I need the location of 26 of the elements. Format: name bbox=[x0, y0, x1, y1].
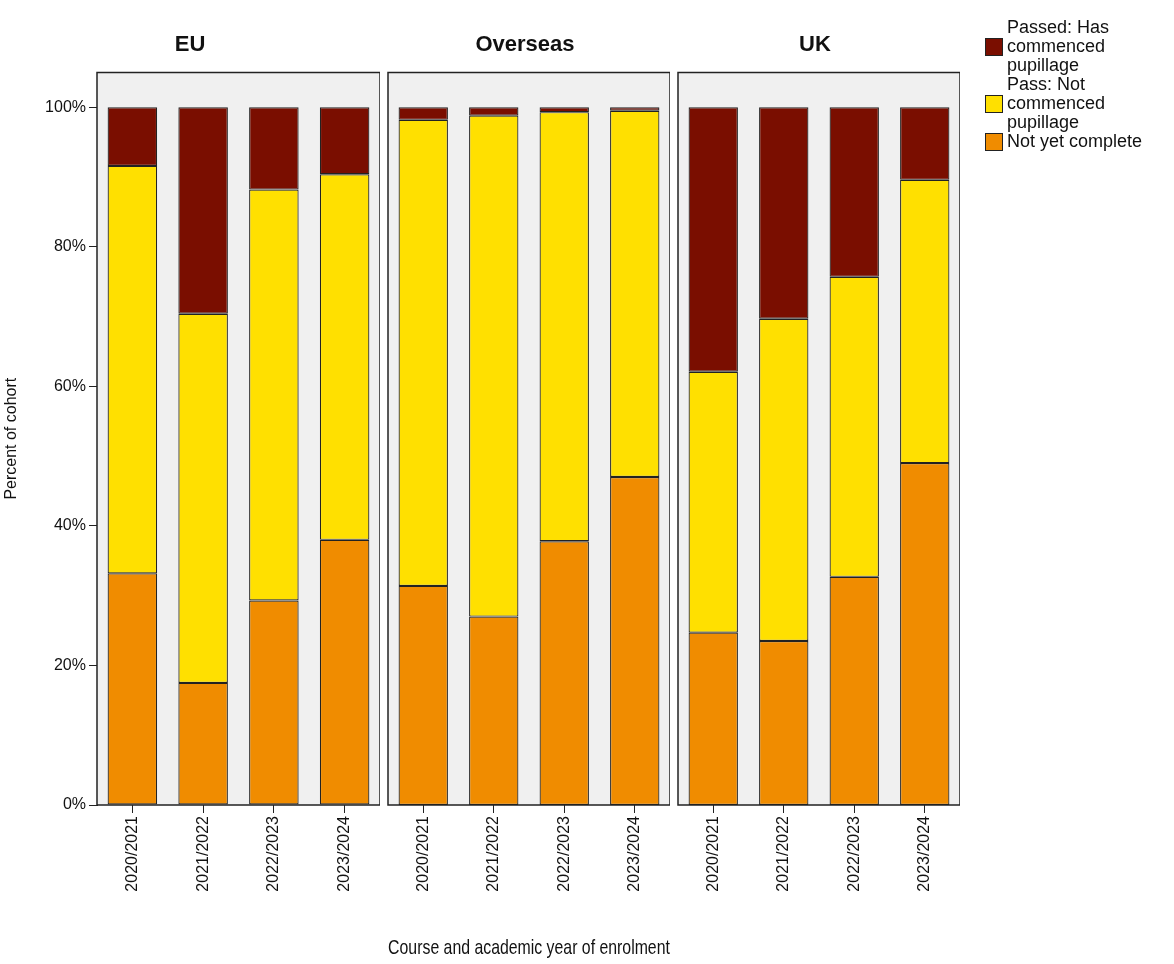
x-tick-label: 2023/2024 bbox=[335, 815, 353, 892]
x-axis-title: Course and academic year of enrolment bbox=[388, 935, 670, 958]
x-tick-label: 2023/2024 bbox=[915, 815, 933, 892]
x-tick-label: 2022/2023 bbox=[554, 815, 572, 892]
x-tick-label: 2020/2021 bbox=[413, 815, 431, 892]
legend-label: Passed: Has commenced pupillage bbox=[1007, 17, 1111, 75]
y-axis-title: Percent of cohort bbox=[2, 377, 20, 500]
x-tick-label: 2021/2022 bbox=[193, 815, 211, 892]
chart-title: UK bbox=[799, 31, 831, 57]
x-tick-label: 2021/2022 bbox=[774, 815, 792, 892]
legend-label: Not yet complete bbox=[1007, 131, 1143, 151]
x-tick-label: 2021/2022 bbox=[484, 815, 502, 892]
y-tick-label: 80% bbox=[53, 237, 86, 255]
x-tick-label: 2020/2021 bbox=[122, 815, 140, 892]
y-tick-label: 0% bbox=[62, 795, 86, 813]
y-tick-label: 60% bbox=[53, 376, 86, 394]
y-tick-label: 20% bbox=[53, 655, 86, 673]
y-tick-label: 100% bbox=[45, 97, 86, 115]
y-tick-label: 40% bbox=[53, 516, 86, 534]
x-tick-label: 2022/2023 bbox=[264, 815, 282, 892]
legend-label: Pass: Not commenced pupillage bbox=[1007, 74, 1107, 132]
x-tick-label: 2020/2021 bbox=[703, 815, 721, 892]
chart-title: EU bbox=[174, 31, 206, 57]
chart-title: Overseas bbox=[475, 31, 575, 57]
x-tick-label: 2022/2023 bbox=[844, 815, 862, 892]
x-tick-label: 2023/2024 bbox=[625, 815, 643, 892]
